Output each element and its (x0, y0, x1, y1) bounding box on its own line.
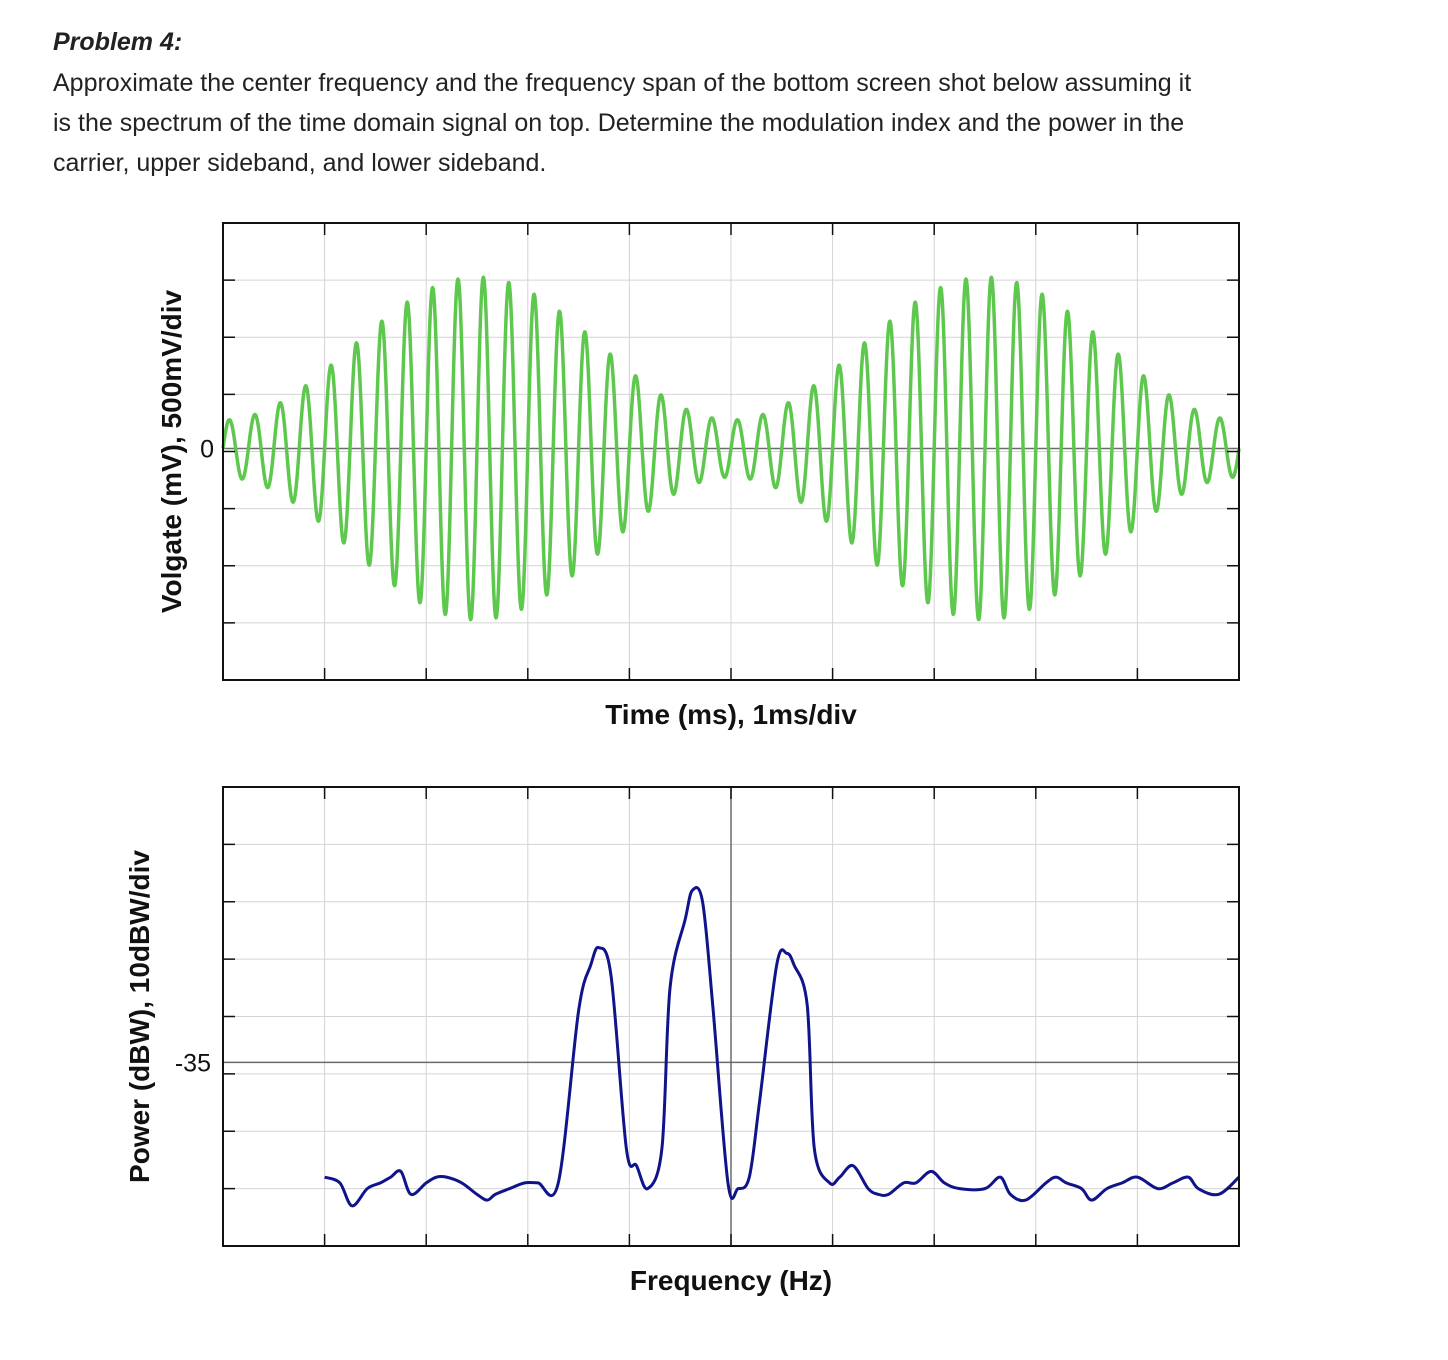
time-x-axis-label: Time (ms), 1ms/div (605, 699, 857, 730)
problem-line-2: is the spectrum of the time domain signa… (53, 109, 1185, 137)
spectrum-y-axis-label: Power (dBW), 10dBW/div (124, 850, 155, 1183)
spectrum-x-axis-label: Frequency (Hz) (630, 1265, 832, 1296)
time-ytick-label: 0 (200, 436, 214, 464)
spectrum-chart: -35 Frequency (Hz) Power (dBW), 10dBW/di… (124, 786, 1241, 1296)
time-y-axis-label: Volgate (mV), 500mV/div (156, 290, 187, 614)
spectrum-ytick-label: -35 (175, 1049, 211, 1077)
spectrum-trace (324, 886, 1241, 1208)
problem-title: Problem 4: (53, 28, 183, 56)
time-signal-trace (221, 275, 1241, 622)
problem-statement: Approximate the center frequency and the… (53, 63, 1393, 183)
time-tick-marks (223, 223, 1239, 680)
problem-line-1: Approximate the center frequency and the… (53, 69, 1192, 97)
spectrum-tick-marks (223, 787, 1239, 1246)
time-domain-chart: 0 Time (ms), 1ms/div Volgate (mV), 500mV… (156, 222, 1241, 730)
problem-line-3: carrier, upper sideband, and lower sideb… (53, 149, 547, 177)
